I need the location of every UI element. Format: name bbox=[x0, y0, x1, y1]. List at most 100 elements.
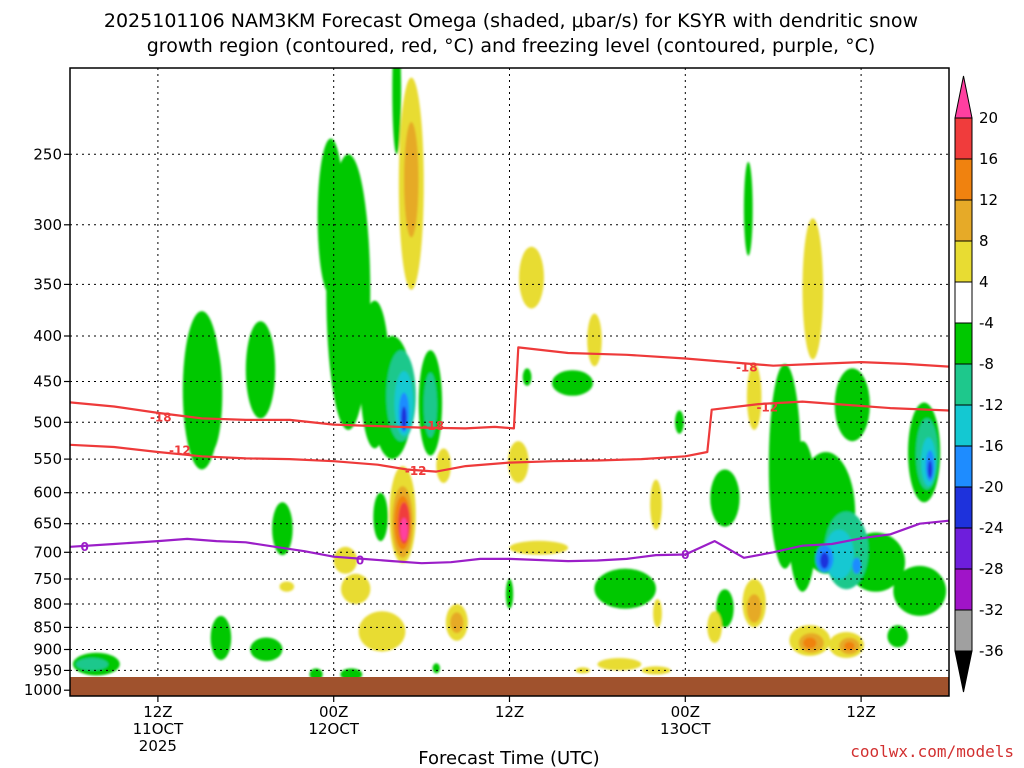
colorbar-bottom-arrow bbox=[954, 650, 973, 693]
omega-cell bbox=[432, 663, 440, 674]
x-tick-label: 13OCT bbox=[660, 720, 711, 738]
colorbar-swatch bbox=[954, 609, 973, 652]
omega-cell bbox=[279, 581, 295, 592]
y-tick-label: 1000 bbox=[24, 681, 62, 699]
omega-cell bbox=[820, 552, 829, 569]
colorbar-label: -12 bbox=[979, 396, 1004, 414]
dgz-minus12-line bbox=[70, 400, 949, 473]
colorbar-swatch bbox=[954, 363, 973, 406]
chart-title: 2025101106 NAM3KM Forecast Omega (shaded… bbox=[104, 10, 918, 57]
omega-cell bbox=[587, 313, 602, 367]
y-tick-label: 750 bbox=[33, 570, 62, 588]
omega-cell bbox=[594, 568, 656, 609]
dgz-minus18-line bbox=[70, 346, 949, 430]
omega-cell bbox=[245, 321, 276, 419]
omega-cell bbox=[746, 363, 762, 430]
colorbar-label: -32 bbox=[979, 601, 1004, 619]
omega-cell bbox=[400, 517, 408, 542]
omega-cell bbox=[707, 611, 722, 643]
x-tick-label: 12OCT bbox=[308, 720, 359, 738]
y-tick-label: 500 bbox=[33, 413, 62, 431]
x-axis-label: Forecast Time (UTC) bbox=[418, 748, 599, 768]
omega-cell bbox=[333, 546, 358, 574]
omega-cell bbox=[552, 370, 593, 396]
omega-cell bbox=[802, 218, 824, 360]
x-tick-label: 12Z bbox=[846, 703, 875, 721]
colorbar-swatch bbox=[954, 240, 973, 283]
omega-cell bbox=[575, 667, 591, 674]
omega-cell bbox=[358, 611, 406, 652]
colorbar-swatch bbox=[954, 404, 973, 447]
x-tick-label: 00Z bbox=[319, 703, 348, 721]
omega-cell bbox=[887, 625, 908, 648]
omega-cell bbox=[210, 615, 232, 661]
omega-shade-group bbox=[73, 68, 947, 681]
x-tick-label: 12Z bbox=[495, 703, 524, 721]
omega-cell bbox=[198, 336, 223, 452]
colorbar-swatch bbox=[954, 322, 973, 365]
omega-cell bbox=[927, 460, 933, 478]
omega-cell bbox=[423, 372, 437, 438]
colorbar-label: -16 bbox=[979, 437, 1004, 455]
colorbar-label: -20 bbox=[979, 478, 1004, 496]
colorbar-swatch bbox=[954, 445, 973, 488]
y-tick-label: 550 bbox=[33, 450, 62, 468]
omega-cell bbox=[803, 637, 817, 649]
omega-cell bbox=[250, 637, 283, 662]
colorbar-label: -28 bbox=[979, 560, 1004, 578]
omega-cell bbox=[505, 579, 514, 609]
colorbar-label: -8 bbox=[979, 355, 994, 373]
freezing-level-line bbox=[70, 519, 949, 565]
y-tick-label: 350 bbox=[33, 275, 62, 293]
omega-cell bbox=[392, 68, 402, 155]
x-tick-label: 2025 bbox=[139, 737, 177, 755]
colorbar-swatch bbox=[954, 568, 973, 611]
x-tick-label: 11OCT bbox=[133, 720, 184, 738]
freezing-level-label: 0 bbox=[81, 540, 89, 554]
x-tick-label: 00Z bbox=[671, 703, 700, 721]
colorbar-legend: 20 16 12 8 4 -4 -8 -12 -16 -20 -24 -28 -32 -36 bbox=[954, 75, 1004, 693]
y-tick-label: 400 bbox=[33, 327, 62, 345]
omega-cell bbox=[746, 594, 762, 623]
omega-cell bbox=[893, 565, 947, 616]
title-line-2: growth region (contoured, red, °C) and f… bbox=[147, 35, 876, 57]
colorbar-swatch bbox=[954, 117, 973, 160]
plot-area: -18 -18 -18 -12 -12 -12 0 0 0 bbox=[70, 68, 949, 696]
y-tick-label: 650 bbox=[33, 515, 62, 533]
omega-cell bbox=[852, 557, 862, 574]
colorbar-label: -4 bbox=[979, 314, 994, 332]
y-tick-label: 800 bbox=[33, 595, 62, 613]
omega-cell bbox=[650, 479, 662, 530]
omega-cell bbox=[326, 154, 371, 430]
omega-cell bbox=[450, 612, 464, 634]
omega-cell bbox=[401, 406, 407, 430]
colorbar-label: 4 bbox=[979, 273, 989, 291]
credit-text: coolwx.com/models bbox=[850, 742, 1014, 761]
dgz-minus18-label: -18 bbox=[736, 361, 758, 375]
y-tick-label: 850 bbox=[33, 618, 62, 636]
omega-cell bbox=[341, 573, 371, 605]
freezing-level-label: 0 bbox=[681, 548, 689, 562]
freezing-level-label: 0 bbox=[356, 554, 364, 568]
colorbar-label: 20 bbox=[979, 109, 998, 127]
colorbar-top-arrow bbox=[954, 75, 973, 119]
dgz-minus12-label: -12 bbox=[169, 444, 191, 458]
colorbar-label: -36 bbox=[979, 642, 1004, 660]
omega-cell bbox=[653, 599, 662, 628]
omega-cell bbox=[710, 469, 740, 527]
omega-cell bbox=[844, 641, 855, 651]
y-tick-label: 600 bbox=[33, 484, 62, 502]
ground-surface bbox=[70, 677, 949, 696]
y-tick-label: 250 bbox=[33, 145, 62, 163]
omega-cell bbox=[743, 161, 753, 256]
omega-cell bbox=[597, 658, 642, 671]
colorbar-swatch bbox=[954, 158, 973, 201]
colorbar-swatch bbox=[954, 281, 973, 324]
omega-cell bbox=[675, 410, 684, 434]
dgz-minus18-label: -18 bbox=[150, 411, 172, 425]
omega-cell bbox=[272, 502, 293, 556]
x-tick-label: 12Z bbox=[143, 703, 172, 721]
omega-cell bbox=[75, 658, 109, 671]
